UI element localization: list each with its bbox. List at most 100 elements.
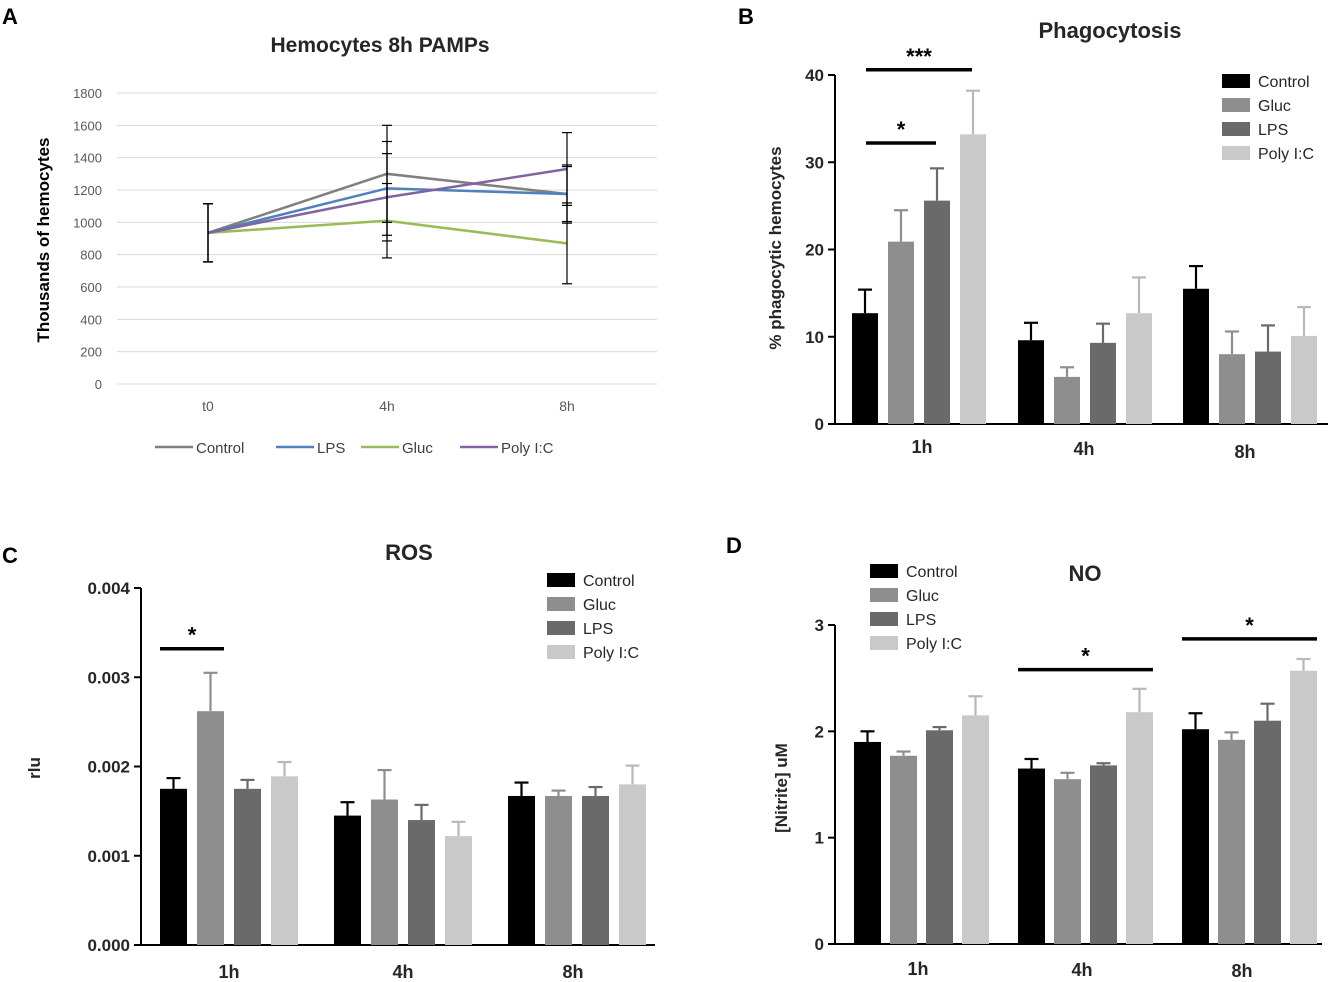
panel-c-legend-swatch bbox=[547, 621, 575, 635]
panel-c-y-tick-label: 0.000 bbox=[87, 936, 130, 955]
panel-a-x-ticks: t0 4h 8h bbox=[202, 398, 575, 414]
panel-c-bar bbox=[334, 815, 361, 945]
panel-d-bar bbox=[962, 715, 989, 944]
panel-d-significance-label: * bbox=[1081, 644, 1090, 669]
panel-d-legend-swatch bbox=[870, 564, 898, 578]
panel-c-label: C bbox=[2, 543, 18, 568]
panel-a-y-tick-label: 600 bbox=[80, 280, 102, 295]
panel-a-y-tick-label: 1200 bbox=[73, 183, 102, 198]
panel-c-bar bbox=[234, 788, 261, 945]
panel-d-y-tick-label: 3 bbox=[815, 616, 824, 635]
panel-a-y-tick-label: 200 bbox=[80, 345, 102, 360]
panel-b-ylabel: % phagocytic hemocytes bbox=[766, 146, 785, 349]
panel-b-legend-label: LPS bbox=[1258, 122, 1288, 139]
panel-a-legend: Control LPS Gluc Poly I:C bbox=[155, 440, 554, 457]
panel-c-bar-chart: C ROS rlu 0.000 0.001 0.002 0.003 0.004 1h 4h 8… bbox=[2, 540, 655, 982]
panel-d-legend-swatch bbox=[870, 636, 898, 650]
panel-c-title: ROS bbox=[385, 540, 433, 565]
panel-c-y-tick-label: 0.003 bbox=[87, 668, 130, 687]
panel-a-y-ticks: 0 200 400 600 800 1000 1200 1400 1600 1800 bbox=[73, 86, 102, 392]
panel-b-bar bbox=[1219, 354, 1245, 424]
panel-d-ylabel: [Nitrite] uM bbox=[772, 743, 791, 833]
panel-b-x-tick-label: 8h bbox=[1234, 442, 1255, 462]
panel-c-bar bbox=[371, 799, 398, 945]
panel-d-y-tick-label: 1 bbox=[815, 829, 824, 848]
panel-a-legend-label: Control bbox=[196, 440, 244, 457]
panel-b-label: B bbox=[738, 4, 754, 29]
panel-d-bar bbox=[1126, 712, 1153, 944]
panel-b-bar-chart: B Phagocytosis % phagocytic hemocytes 0 1… bbox=[738, 4, 1328, 462]
panel-c-legend-swatch bbox=[547, 645, 575, 659]
panel-d-bar bbox=[854, 741, 881, 944]
panel-b-y-tick-label: 30 bbox=[805, 153, 824, 172]
panel-b-y-tick-label: 10 bbox=[805, 328, 824, 347]
panel-c-bar bbox=[445, 836, 472, 945]
panel-c-bar bbox=[271, 776, 298, 945]
panel-c-legend-swatch bbox=[547, 573, 575, 587]
panel-c-bar bbox=[545, 795, 572, 945]
panel-a-legend-label: Poly I:C bbox=[501, 440, 554, 457]
panel-b-significance-label: * bbox=[897, 117, 906, 142]
panel-b-bar bbox=[1255, 351, 1281, 424]
panel-b-x-tick-label: 1h bbox=[911, 437, 932, 457]
panel-a-y-tick-label: 400 bbox=[80, 312, 102, 327]
panel-d-x-tick-label: 4h bbox=[1071, 960, 1092, 980]
panel-a-legend-label: Gluc bbox=[402, 440, 433, 457]
panel-a-ylabel: Thousands of hemocytes bbox=[34, 138, 53, 343]
panel-a-legend-label: LPS bbox=[317, 440, 345, 457]
panel-a-label: A bbox=[2, 4, 18, 29]
panel-c-legend-label: Control bbox=[583, 573, 635, 590]
panel-b-bar bbox=[888, 241, 914, 424]
panel-d-significance-label: * bbox=[1245, 613, 1254, 638]
panel-b-y-tick-label: 20 bbox=[805, 241, 824, 260]
panel-c-legend-label: LPS bbox=[583, 621, 613, 638]
panel-b-bar bbox=[960, 134, 986, 424]
panel-c-bar bbox=[160, 788, 187, 945]
panel-a-x-tick-label: 8h bbox=[559, 398, 575, 414]
panel-c-y-tick-label: 0.002 bbox=[87, 758, 130, 777]
panel-c-bar bbox=[619, 784, 646, 945]
panel-d-bar bbox=[890, 755, 917, 944]
panel-b-bar bbox=[1183, 288, 1209, 424]
panel-c-bar bbox=[582, 795, 609, 945]
panel-b-bar bbox=[1090, 342, 1116, 424]
panel-d-bar bbox=[1090, 765, 1117, 944]
panel-c-legend-label: Poly I:C bbox=[583, 645, 639, 662]
panel-b-bar bbox=[852, 313, 878, 424]
panel-b-legend-label: Gluc bbox=[1258, 98, 1291, 115]
panel-a-x-tick-label: 4h bbox=[379, 398, 395, 414]
panel-a-y-tick-label: 800 bbox=[80, 248, 102, 263]
panel-a-y-tick-label: 0 bbox=[95, 377, 102, 392]
panel-b-significance-label: *** bbox=[906, 44, 932, 69]
panel-b-bar bbox=[1126, 313, 1152, 424]
panel-d-legend-swatch bbox=[870, 612, 898, 626]
panel-c-y-tick-label: 0.004 bbox=[87, 579, 130, 598]
panel-c-legend-swatch bbox=[547, 597, 575, 611]
panel-b-legend-swatch bbox=[1222, 146, 1250, 160]
panel-d-bar bbox=[926, 730, 953, 944]
panel-d-bar bbox=[1218, 739, 1245, 944]
panel-c-x-tick-label: 8h bbox=[562, 962, 583, 982]
panel-d-bar-chart: D NO [Nitrite] uM 0 1 2 3 1h 4h 8h * * Control Glu… bbox=[726, 533, 1322, 981]
panel-b-legend-swatch bbox=[1222, 98, 1250, 112]
panel-a-error-bars bbox=[203, 124, 572, 285]
panel-c-bar bbox=[408, 820, 435, 945]
panel-d-legend-label: Control bbox=[906, 564, 958, 581]
panel-d-bar bbox=[1254, 720, 1281, 944]
panel-b-x-tick-label: 4h bbox=[1073, 439, 1094, 459]
panel-d-title: NO bbox=[1069, 561, 1102, 586]
panel-d-y-tick-label: 2 bbox=[815, 722, 824, 741]
panel-b-legend-label: Poly I:C bbox=[1258, 146, 1314, 163]
panel-b-legend-swatch bbox=[1222, 74, 1250, 88]
panel-d-x-tick-label: 1h bbox=[907, 959, 928, 979]
panel-d-label: D bbox=[726, 533, 742, 558]
panel-d-legend-label: Gluc bbox=[906, 588, 939, 605]
panel-a-title: Hemocytes 8h PAMPs bbox=[270, 34, 489, 57]
panel-b-y-tick-label: 0 bbox=[815, 415, 824, 434]
panel-c-significance-label: * bbox=[188, 623, 197, 648]
panel-d-legend-swatch bbox=[870, 588, 898, 602]
panel-a-x-tick-label: t0 bbox=[202, 398, 214, 414]
panel-c-x-tick-label: 1h bbox=[218, 962, 239, 982]
panel-b-bar bbox=[1291, 335, 1317, 424]
